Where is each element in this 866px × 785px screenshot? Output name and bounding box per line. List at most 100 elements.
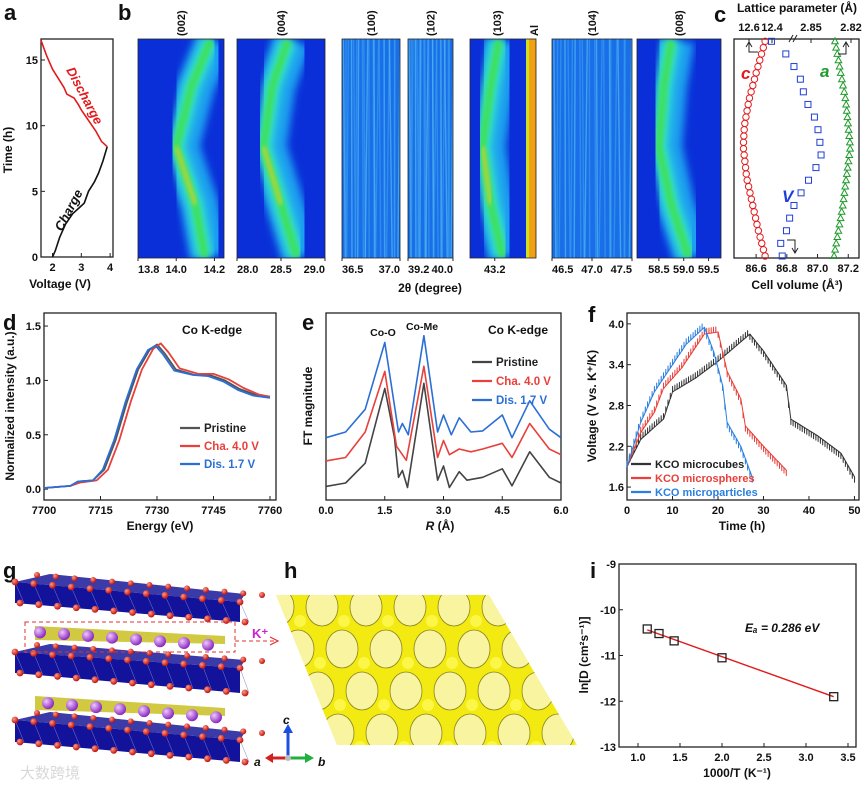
h-pore xyxy=(481,595,515,627)
h-highlight xyxy=(446,657,458,669)
f-legend-label: KCO microspheres xyxy=(655,473,755,485)
g-bond xyxy=(71,586,81,608)
g-potassium-ion xyxy=(130,633,142,646)
a-series-discharge xyxy=(40,40,108,148)
c-marker-v xyxy=(782,227,790,235)
g-bond xyxy=(239,667,250,694)
b-xtick-label: 40.0 xyxy=(432,264,453,276)
h-highlight xyxy=(398,741,410,745)
f-xtick-label: 10 xyxy=(666,505,678,517)
c-marker-c xyxy=(757,50,766,58)
d-annotation: Co K-edge xyxy=(182,323,242,337)
g-potassium-ion xyxy=(138,705,150,718)
c-marker-v xyxy=(778,252,786,260)
panel-label-c: c xyxy=(714,2,726,27)
i-xtick-label: 1.5 xyxy=(672,752,687,764)
i-ylabel: ln[D (cm²s⁻¹)] xyxy=(577,617,591,694)
b-xtick-label: 59.0 xyxy=(673,264,694,276)
panel-label-g: g xyxy=(3,558,16,583)
g-oxygen-atom xyxy=(184,585,190,592)
panel-label-d: d xyxy=(3,310,16,335)
h-pore xyxy=(342,756,374,785)
c-marker-c xyxy=(740,151,748,159)
g-oxygen-atom xyxy=(166,751,174,759)
g-oxygen-atom xyxy=(54,741,61,749)
g-potassium-density-layer xyxy=(35,696,225,716)
c-axis-break xyxy=(788,34,798,43)
c-marker-c xyxy=(741,119,749,128)
g-potassium-ion xyxy=(154,635,166,648)
c-marker-c xyxy=(751,214,760,222)
g-oxygen-atom xyxy=(259,730,265,736)
b-noise-streak xyxy=(573,39,576,258)
g-oxygen-atom xyxy=(91,745,99,753)
c-xlabel: Cell volume (Å³) xyxy=(751,277,842,292)
f-plot-frame xyxy=(626,312,860,501)
d-ytick-label: 0.0 xyxy=(26,484,41,496)
c-marker-c xyxy=(739,144,748,153)
g-potassium-ion xyxy=(178,636,190,649)
b-heatmap-block xyxy=(552,39,632,258)
d-xtick-label: 7745 xyxy=(201,505,225,517)
g-oxygen-atom xyxy=(91,676,99,684)
c-marker-c xyxy=(754,227,763,235)
g-oxygen-atom xyxy=(34,572,40,578)
i-ytick-label: -9 xyxy=(606,559,616,571)
g-bond xyxy=(14,581,25,604)
d-legend-label: Pristine xyxy=(204,423,246,435)
h-pore xyxy=(541,713,575,745)
i-ytick-label: -13 xyxy=(600,742,616,754)
c-marker-a xyxy=(835,62,844,70)
h-pore xyxy=(349,595,383,627)
g-oxygen-atom xyxy=(34,710,40,716)
c-marker-v xyxy=(817,151,825,159)
g-oxygen-atom xyxy=(86,723,94,731)
h-highlight xyxy=(294,615,306,627)
c-marker-v xyxy=(767,37,775,45)
a-xtick-label: 2 xyxy=(49,262,55,274)
g-bond xyxy=(146,731,156,754)
c-marker-c xyxy=(754,62,762,71)
h-pore xyxy=(325,629,359,669)
c-marker-a xyxy=(835,219,844,228)
g-oxygen-atom xyxy=(221,726,228,733)
f-ytick-label: 3.4 xyxy=(609,360,625,372)
b-peak-core xyxy=(654,39,693,258)
c-marker-a xyxy=(838,200,847,209)
a-xtick-label: 3 xyxy=(78,262,84,274)
g-oxygen-atom xyxy=(86,653,94,661)
h-pore xyxy=(413,629,447,669)
g-oxygen-atom xyxy=(180,731,188,739)
g-oxygen-atom xyxy=(236,598,244,606)
d-xtick-label: 7715 xyxy=(88,505,112,517)
b-block-frame xyxy=(469,38,537,259)
g-axis-label-c: c xyxy=(283,713,290,727)
g-potassium-ion xyxy=(114,703,126,716)
g-oxygen-atom xyxy=(35,740,43,748)
h-highlight xyxy=(470,615,482,627)
b-noise-streak xyxy=(385,39,391,258)
b-xtick-label: 28.5 xyxy=(270,264,291,276)
g-oxygen-atom xyxy=(161,729,169,737)
g-potassium-ion xyxy=(66,699,78,712)
h-highlight xyxy=(358,657,370,669)
c-marker-a xyxy=(845,150,854,158)
e-xlabel-unit: (Å) xyxy=(438,518,455,533)
b-xtick-label: 39.2 xyxy=(408,264,429,276)
h-pore xyxy=(409,713,443,745)
c-marker-c xyxy=(742,113,750,121)
g-oxygen-atom xyxy=(241,689,249,697)
g-oxygen-atom xyxy=(16,669,24,677)
g-oxygen-atom xyxy=(199,661,206,669)
h-pore xyxy=(305,595,339,627)
b-xtick-label: 37.0 xyxy=(379,264,400,276)
a-ytick-label: 5 xyxy=(32,186,38,198)
a-ytick-label: 0 xyxy=(32,252,38,264)
g-potassium-ion xyxy=(210,711,222,724)
c-axis-arrowhead xyxy=(283,724,293,733)
g-oxygen-atom xyxy=(161,659,169,667)
g-bond xyxy=(52,585,62,607)
c-marker-v xyxy=(782,50,790,58)
g-bond xyxy=(221,666,231,692)
